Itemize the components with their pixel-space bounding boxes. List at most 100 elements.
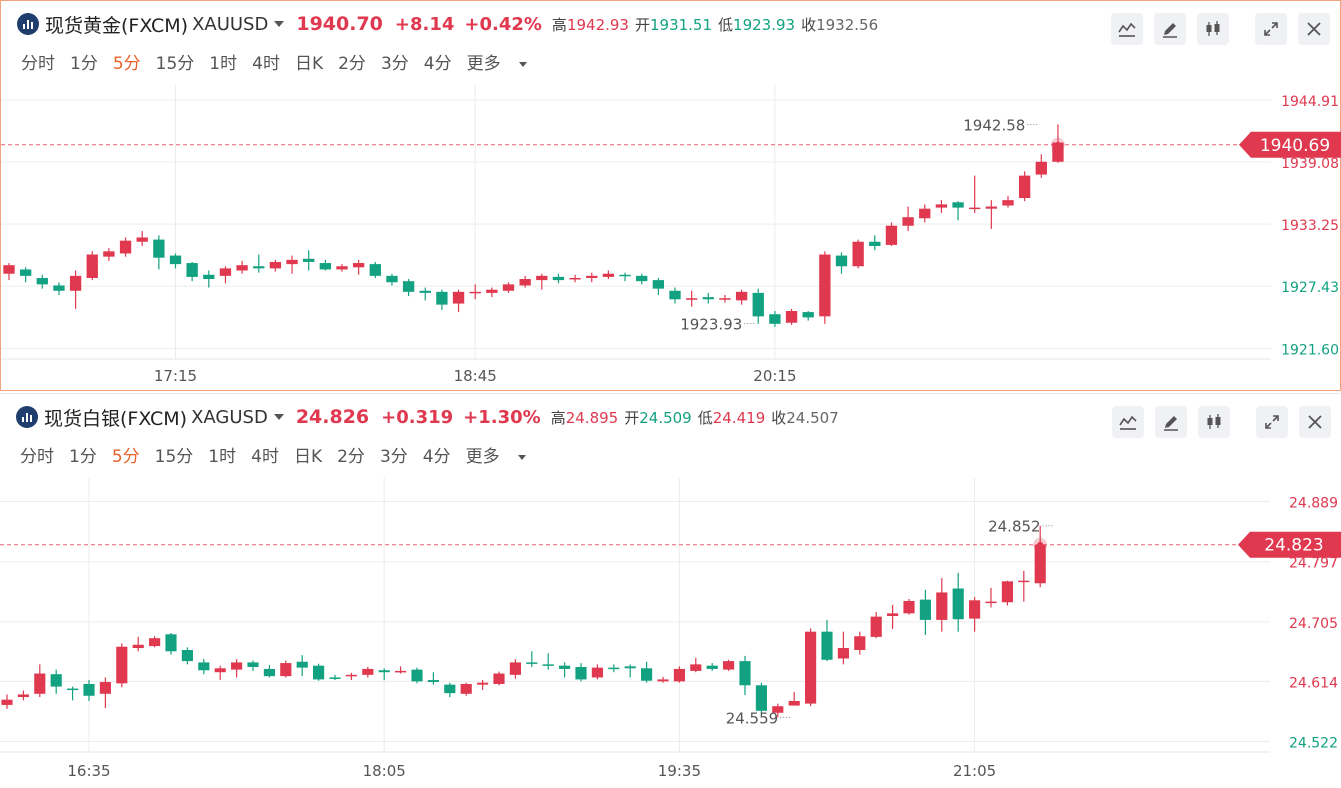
symbol-info: 现货白银(FXCM) XAGUSD 24.826 +0.319 +1.30% 高… bbox=[16, 404, 845, 430]
close-button[interactable] bbox=[1298, 13, 1330, 45]
candle-body bbox=[67, 688, 79, 691]
candle-body bbox=[669, 290, 681, 300]
candlestick-chart[interactable]: 24.889 24.797 24.705 24.614 24.522 16:35 18:05… bbox=[0, 478, 1341, 788]
candle-body bbox=[116, 646, 128, 684]
period-tab[interactable]: 15分 bbox=[155, 54, 195, 74]
line-style-button[interactable] bbox=[1111, 13, 1143, 45]
current-price: 24.826 bbox=[295, 406, 370, 428]
candle-body bbox=[402, 281, 415, 292]
candle-body bbox=[885, 225, 898, 245]
low-info: 低24.419 bbox=[698, 407, 766, 428]
period-tab[interactable]: 15分 bbox=[154, 447, 194, 467]
high-value: 1942.93 bbox=[566, 15, 629, 34]
candle-body bbox=[395, 670, 407, 673]
candle-body bbox=[919, 208, 931, 219]
candle-body bbox=[690, 664, 702, 671]
candle-body bbox=[253, 266, 265, 269]
draw-button[interactable] bbox=[1155, 406, 1187, 438]
candle-type-button[interactable] bbox=[1197, 13, 1229, 45]
period-tab-active[interactable]: 5分 bbox=[112, 54, 141, 74]
symbol-code[interactable]: XAUUSD bbox=[192, 13, 269, 35]
candle-body bbox=[752, 292, 764, 317]
period-tab-active[interactable]: 5分 bbox=[111, 447, 140, 467]
candle-body bbox=[427, 680, 439, 683]
period-tab[interactable]: 分时 bbox=[21, 54, 55, 74]
candle-body bbox=[641, 668, 653, 681]
x-tick-label: 16:35 bbox=[67, 762, 110, 780]
y-tick-label: 1927.43 bbox=[1281, 280, 1339, 296]
candle-body bbox=[969, 207, 981, 210]
min-price-label: 24.559 bbox=[726, 709, 779, 727]
line-style-button[interactable] bbox=[1112, 406, 1144, 438]
candle-body bbox=[902, 217, 914, 226]
candle-body bbox=[280, 663, 292, 677]
chart-svg: 24.889 24.797 24.705 24.614 24.522 16:35 18:05… bbox=[0, 478, 1341, 780]
candle-type-button[interactable] bbox=[1198, 406, 1230, 438]
candle-body bbox=[519, 279, 531, 286]
expand-button[interactable] bbox=[1256, 406, 1288, 438]
period-tab[interactable]: 4分 bbox=[422, 447, 451, 467]
period-tab[interactable]: 1时 bbox=[209, 54, 238, 74]
period-tab[interactable]: 1时 bbox=[208, 447, 237, 467]
candle-body bbox=[785, 311, 798, 323]
candle-body bbox=[1018, 580, 1030, 583]
candle-body bbox=[477, 682, 489, 685]
period-tab[interactable]: 日K bbox=[293, 447, 323, 467]
y-tick-label: 24.889 bbox=[1289, 496, 1338, 512]
period-tab[interactable]: 日K bbox=[294, 54, 324, 74]
period-tabs: 分时 1分 5分 15分 1时 4时 日K 2分 3分 4分 更多 bbox=[20, 442, 556, 467]
candle-body bbox=[186, 263, 198, 277]
more-periods-button[interactable]: 更多 bbox=[467, 49, 542, 74]
period-tab[interactable]: 2分 bbox=[338, 54, 366, 74]
candle-body bbox=[575, 666, 587, 680]
candle-body bbox=[706, 665, 718, 669]
candle-body bbox=[870, 616, 882, 637]
close-value: 24.507 bbox=[786, 408, 839, 427]
candle-body bbox=[619, 274, 631, 277]
expand-button[interactable] bbox=[1255, 13, 1287, 45]
candle-body bbox=[636, 275, 648, 282]
price-change: +0.319 bbox=[381, 406, 454, 428]
candle-body bbox=[3, 265, 15, 274]
candle-body bbox=[869, 241, 881, 246]
candlestick-chart[interactable]: 1944.91 1939.08 1933.25 1927.43 1921.60 17:15… bbox=[1, 85, 1341, 394]
period-tab[interactable]: 4时 bbox=[252, 54, 280, 74]
period-tab[interactable]: 3分 bbox=[379, 447, 408, 467]
chart-header: 现货白银(FXCM) XAGUSD 24.826 +0.319 +1.30% 高… bbox=[0, 394, 1341, 440]
candle-body bbox=[329, 677, 341, 679]
pencil-icon bbox=[1164, 416, 1178, 431]
candle-body bbox=[103, 251, 115, 257]
period-tab[interactable]: 分时 bbox=[20, 447, 54, 467]
candle-body bbox=[1, 699, 13, 705]
candle-body bbox=[835, 255, 848, 267]
candle-body bbox=[119, 240, 132, 254]
x-tick-label: 18:05 bbox=[363, 762, 406, 780]
last-price-tag bbox=[1239, 131, 1341, 158]
chevron-down-icon[interactable] bbox=[274, 21, 285, 27]
candle-body bbox=[198, 662, 210, 671]
line-style-icon bbox=[1118, 22, 1136, 37]
period-tab[interactable]: 1分 bbox=[70, 54, 98, 74]
max-price-label: 24.852 bbox=[988, 518, 1041, 536]
period-tab[interactable]: 3分 bbox=[380, 54, 409, 74]
candle-body bbox=[685, 298, 698, 300]
period-tab[interactable]: 2分 bbox=[337, 447, 365, 467]
close-info: 收1932.56 bbox=[801, 14, 878, 35]
period-tab[interactable]: 4分 bbox=[423, 54, 452, 74]
draw-button[interactable] bbox=[1154, 13, 1186, 45]
candle-body bbox=[935, 204, 948, 208]
more-periods-button[interactable]: 更多 bbox=[466, 442, 541, 467]
chevron-down-icon[interactable] bbox=[273, 414, 284, 420]
chart-toolbar bbox=[1100, 13, 1330, 45]
period-tab[interactable]: 4时 bbox=[251, 447, 279, 467]
candle-body bbox=[1034, 544, 1046, 584]
current-price: 1940.70 bbox=[296, 13, 383, 35]
period-tab[interactable]: 1分 bbox=[69, 447, 97, 467]
symbol-name: 现货黄金(FXCM) bbox=[45, 14, 189, 37]
chart-logo-icon bbox=[17, 13, 39, 35]
symbol-code[interactable]: XAGUSD bbox=[191, 406, 268, 428]
price-change-percent: +0.42% bbox=[464, 13, 542, 35]
candle-body bbox=[303, 258, 315, 262]
close-button[interactable] bbox=[1299, 406, 1331, 438]
candle-body bbox=[460, 683, 472, 694]
